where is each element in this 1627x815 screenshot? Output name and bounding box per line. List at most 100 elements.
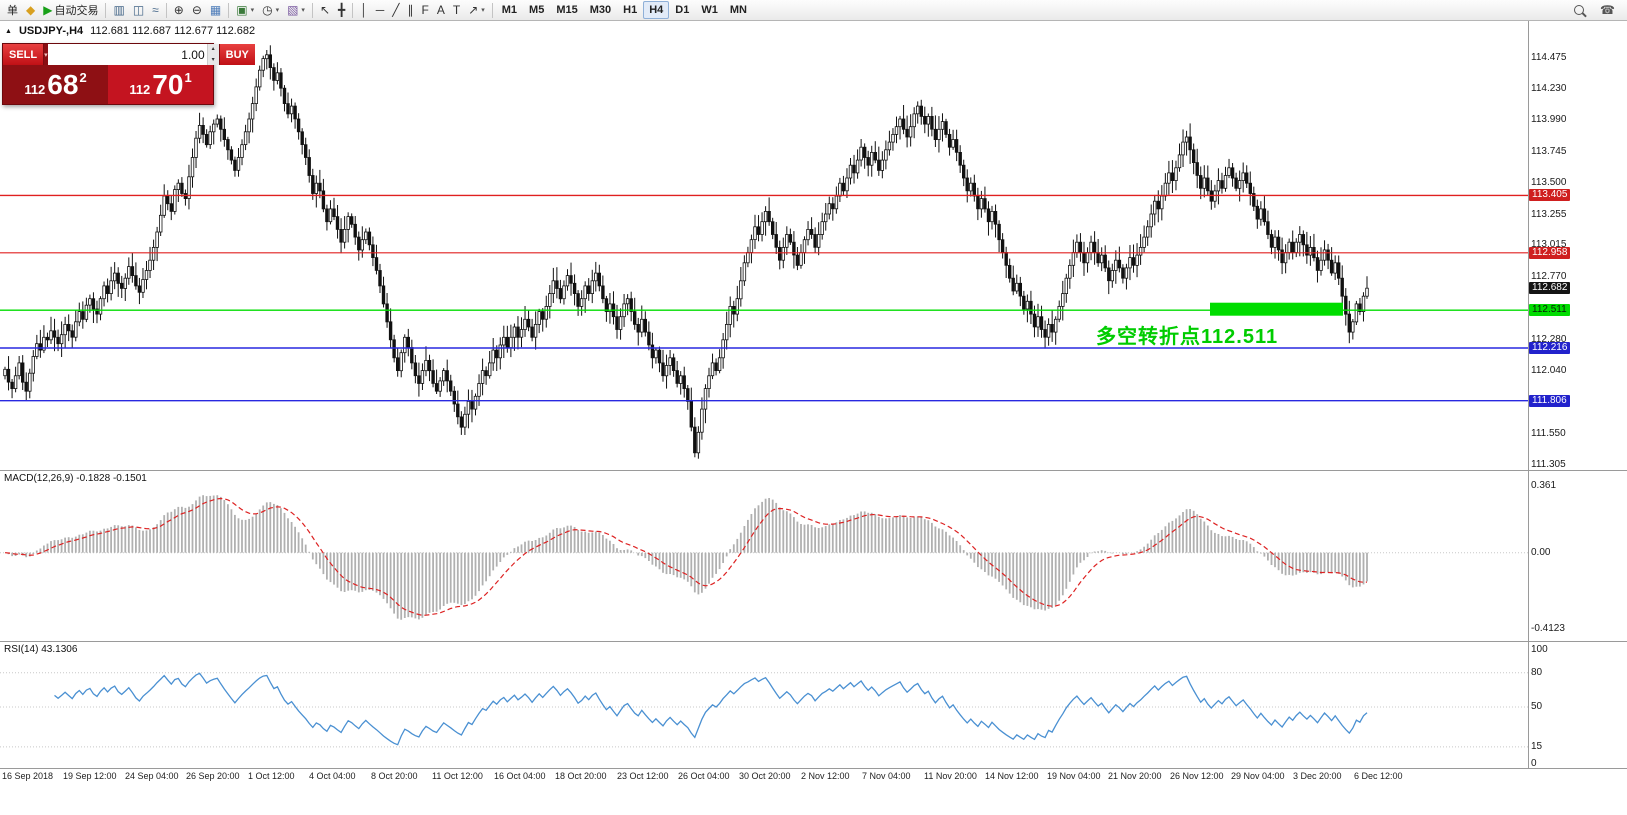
cursor-button[interactable]: ↖ xyxy=(316,1,334,19)
channel-button[interactable]: ∥ xyxy=(403,1,417,19)
indicators-button[interactable]: ▧ ▾ xyxy=(283,1,309,19)
timeframe-mn-button[interactable]: MN xyxy=(724,1,753,19)
toolbar-separator xyxy=(165,2,167,18)
candlestick-chart-button[interactable]: ◫ xyxy=(129,1,148,19)
zoom-in-icon: ⊕ xyxy=(173,3,184,17)
timeframe-m5-button[interactable]: M5 xyxy=(523,1,550,19)
buy-button[interactable]: BUY xyxy=(218,44,255,65)
rsi-label: RSI(14) 43.1306 xyxy=(4,644,78,655)
timeframe-d1-button-label: D1 xyxy=(675,4,690,16)
volume-field: ▴ ▾ xyxy=(47,44,219,65)
sell-price[interactable]: 112 68 2 xyxy=(3,65,108,104)
volume-dropdown-button[interactable]: ▾ xyxy=(44,44,48,65)
fibonacci-icon: F xyxy=(421,3,429,17)
autotrading-button[interactable]: ▶ 自动交易 xyxy=(39,1,102,19)
vertical-line-icon: │ xyxy=(360,3,368,17)
crosshair-button[interactable]: ╋ xyxy=(334,1,349,19)
line-chart-icon: ≈ xyxy=(152,3,159,17)
horizontal-line-icon: ─ xyxy=(375,3,385,17)
crosshair-icon: ╋ xyxy=(338,3,346,17)
horizontal-line-button[interactable]: ─ xyxy=(372,1,389,19)
zoom-out-button[interactable]: ⊖ xyxy=(188,1,206,19)
symbol-info: ▲ USDJPY-,H4 112.681 112.687 112.677 112… xyxy=(5,25,255,37)
symbol-marker-icon: ▲ xyxy=(5,27,12,35)
autotrading-button-label: 自动交易 xyxy=(54,5,99,17)
timeframe-w1-button[interactable]: W1 xyxy=(695,1,724,19)
timeframe-m15-button[interactable]: M15 xyxy=(550,1,583,19)
line-chart-button[interactable]: ≈ xyxy=(148,1,163,19)
text-button[interactable]: A xyxy=(433,1,449,19)
candlestick-icon: ◫ xyxy=(132,3,145,17)
toolbar-separator xyxy=(311,2,313,18)
timeframe-m5-button-label: M5 xyxy=(529,4,545,16)
label-button[interactable]: T xyxy=(449,1,464,19)
charts-button[interactable]: ◆ xyxy=(22,1,39,19)
tile-windows-button[interactable]: ▦ xyxy=(206,1,225,19)
arrows-button[interactable]: ↗ ▾ xyxy=(464,1,489,19)
bar-chart-button[interactable]: ▥ xyxy=(109,1,128,19)
cursor-icon: ↖ xyxy=(319,3,330,17)
diamond-icon: ◆ xyxy=(26,3,36,17)
bar-chart-icon: ▥ xyxy=(113,3,125,17)
new-chart-button[interactable]: ▣ ▾ xyxy=(232,1,258,19)
vertical-line-button[interactable]: │ xyxy=(356,1,372,19)
new-chart-icon: ▣ xyxy=(236,3,248,17)
support-button[interactable]: ☎ xyxy=(1596,1,1619,19)
zoom-out-icon: ⊖ xyxy=(191,3,202,17)
dropdown-arrow-icon: ▾ xyxy=(481,7,485,14)
volume-decrease-button[interactable]: ▾ xyxy=(207,54,219,65)
buy-price-sup: 1 xyxy=(184,70,192,85)
order-button[interactable]: 单 xyxy=(3,1,22,19)
volume-input[interactable] xyxy=(47,44,207,65)
label-icon: T xyxy=(452,3,461,17)
zoom-in-button[interactable]: ⊕ xyxy=(170,1,188,19)
toolbar-right-group: ☎ xyxy=(1570,0,1627,20)
toolbar-left-group: 单 ◆ ▶ 自动交易 ▥ ◫ ≈ ⊕ ⊖ ▦ ▣ ▾ ◷ ▾ ▧ ▾ ↖ ╋ │ ─ ╱ ∥ F A T ↗ ▾ M1 M5 M15 M30… xyxy=(0,0,753,20)
timeframe-d1-button[interactable]: D1 xyxy=(669,1,695,19)
volume-increase-button[interactable]: ▴ xyxy=(207,44,219,55)
clock-icon: ◷ xyxy=(262,3,273,17)
sell-button[interactable]: SELL xyxy=(3,44,45,65)
timeframe-m30-button[interactable]: M30 xyxy=(584,1,617,19)
phone-icon: ☎ xyxy=(1600,3,1615,17)
text-icon: A xyxy=(436,3,445,17)
timeframe-m1-button[interactable]: M1 xyxy=(496,1,523,19)
timeframe-mn-button-label: MN xyxy=(729,4,747,16)
buy-price[interactable]: 112 70 1 xyxy=(108,65,213,104)
trade-panel-controls: SELL ▾ ▴ ▾ BUY xyxy=(3,44,255,65)
chevron-down-icon: ▾ xyxy=(44,51,48,59)
macd-label: MACD(12,26,9) -0.1828 -0.1501 xyxy=(4,473,147,484)
toolbar: 单 ◆ ▶ 自动交易 ▥ ◫ ≈ ⊕ ⊖ ▦ ▣ ▾ ◷ ▾ ▧ ▾ ↖ ╋ │ ─ ╱ ∥ F A T ↗ ▾ M1 M5 M15 M30… xyxy=(0,0,1627,21)
buy-price-prefix: 112 xyxy=(129,82,151,97)
toolbar-separator xyxy=(228,2,230,18)
timeframe-m30-button-label: M30 xyxy=(589,4,612,16)
dropdown-arrow-icon: ▾ xyxy=(275,7,280,14)
timeframe-m15-button-label: M15 xyxy=(556,4,578,16)
sell-price-prefix: 112 xyxy=(24,82,46,97)
timeframe-h4-button[interactable]: H4 xyxy=(643,1,670,19)
sell-price-big: 68 xyxy=(47,68,79,100)
fibonacci-button[interactable]: F xyxy=(417,1,432,19)
symbol-ohlc: 112.681 112.687 112.677 112.682 xyxy=(90,25,256,37)
toolbar-separator xyxy=(105,2,107,18)
symbol-title: USDJPY-,H4 xyxy=(18,25,84,37)
trade-panel-prices: 112 68 2 112 70 1 xyxy=(3,65,213,104)
arrow-icon: ↗ xyxy=(468,3,479,17)
channel-icon: ∥ xyxy=(407,3,414,17)
one-click-trading-panel: SELL ▾ ▴ ▾ BUY 112 68 2 112 70 1 xyxy=(2,43,255,105)
timeframe-h1-button[interactable]: H1 xyxy=(617,1,643,19)
profiles-button[interactable]: ◷ ▾ xyxy=(258,1,283,19)
buy-price-big: 70 xyxy=(152,68,184,100)
timeframe-w1-button-label: W1 xyxy=(701,4,718,16)
timeframe-m1-button-label: M1 xyxy=(501,4,518,16)
reversal-annotation: 多空转折点112.511 xyxy=(1096,326,1279,348)
search-button[interactable] xyxy=(1570,1,1588,19)
order-button-label: 单 xyxy=(7,5,18,17)
timeframe-h4-button-label: H4 xyxy=(649,4,664,16)
tile-windows-icon: ▦ xyxy=(209,3,222,17)
trendline-icon: ╱ xyxy=(392,3,400,17)
trendline-button[interactable]: ╱ xyxy=(388,1,403,19)
dropdown-arrow-icon: ▾ xyxy=(250,7,255,14)
